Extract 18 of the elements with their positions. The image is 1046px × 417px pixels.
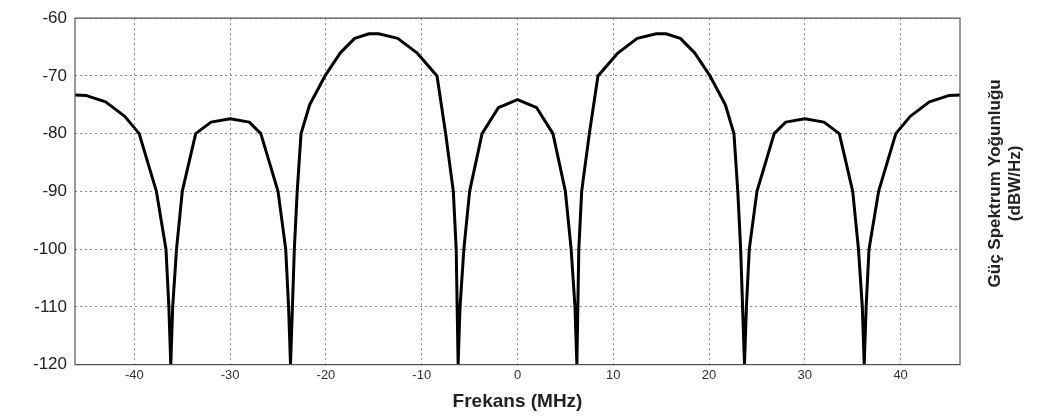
x-tick-label: 10 bbox=[606, 366, 621, 382]
x-tick-label: -40 bbox=[124, 366, 144, 382]
x-tick-label: -20 bbox=[316, 366, 336, 382]
x-tick-label: 40 bbox=[893, 366, 908, 382]
y-tick-label: -60 bbox=[42, 7, 67, 27]
x-tick-label: -30 bbox=[220, 366, 240, 382]
x-tick-label: 30 bbox=[797, 366, 813, 382]
y-tick-label: -90 bbox=[42, 181, 67, 201]
y-tick-label: -120 bbox=[32, 354, 67, 374]
y-tick-label: -80 bbox=[42, 123, 67, 143]
y-tick-label: -100 bbox=[32, 238, 67, 258]
x-axis-title: Frekans (MHz) bbox=[452, 389, 583, 411]
y-axis-title: Güç Spektrum Yoğunluğu (dBW/Hz) bbox=[984, 79, 1024, 288]
x-tick-label: 20 bbox=[701, 366, 717, 382]
x-tick-label: -10 bbox=[412, 366, 432, 382]
y-tick-label: -110 bbox=[34, 296, 67, 316]
y-tick-label: -70 bbox=[42, 65, 67, 85]
x-tick-label: 0 bbox=[513, 366, 522, 382]
